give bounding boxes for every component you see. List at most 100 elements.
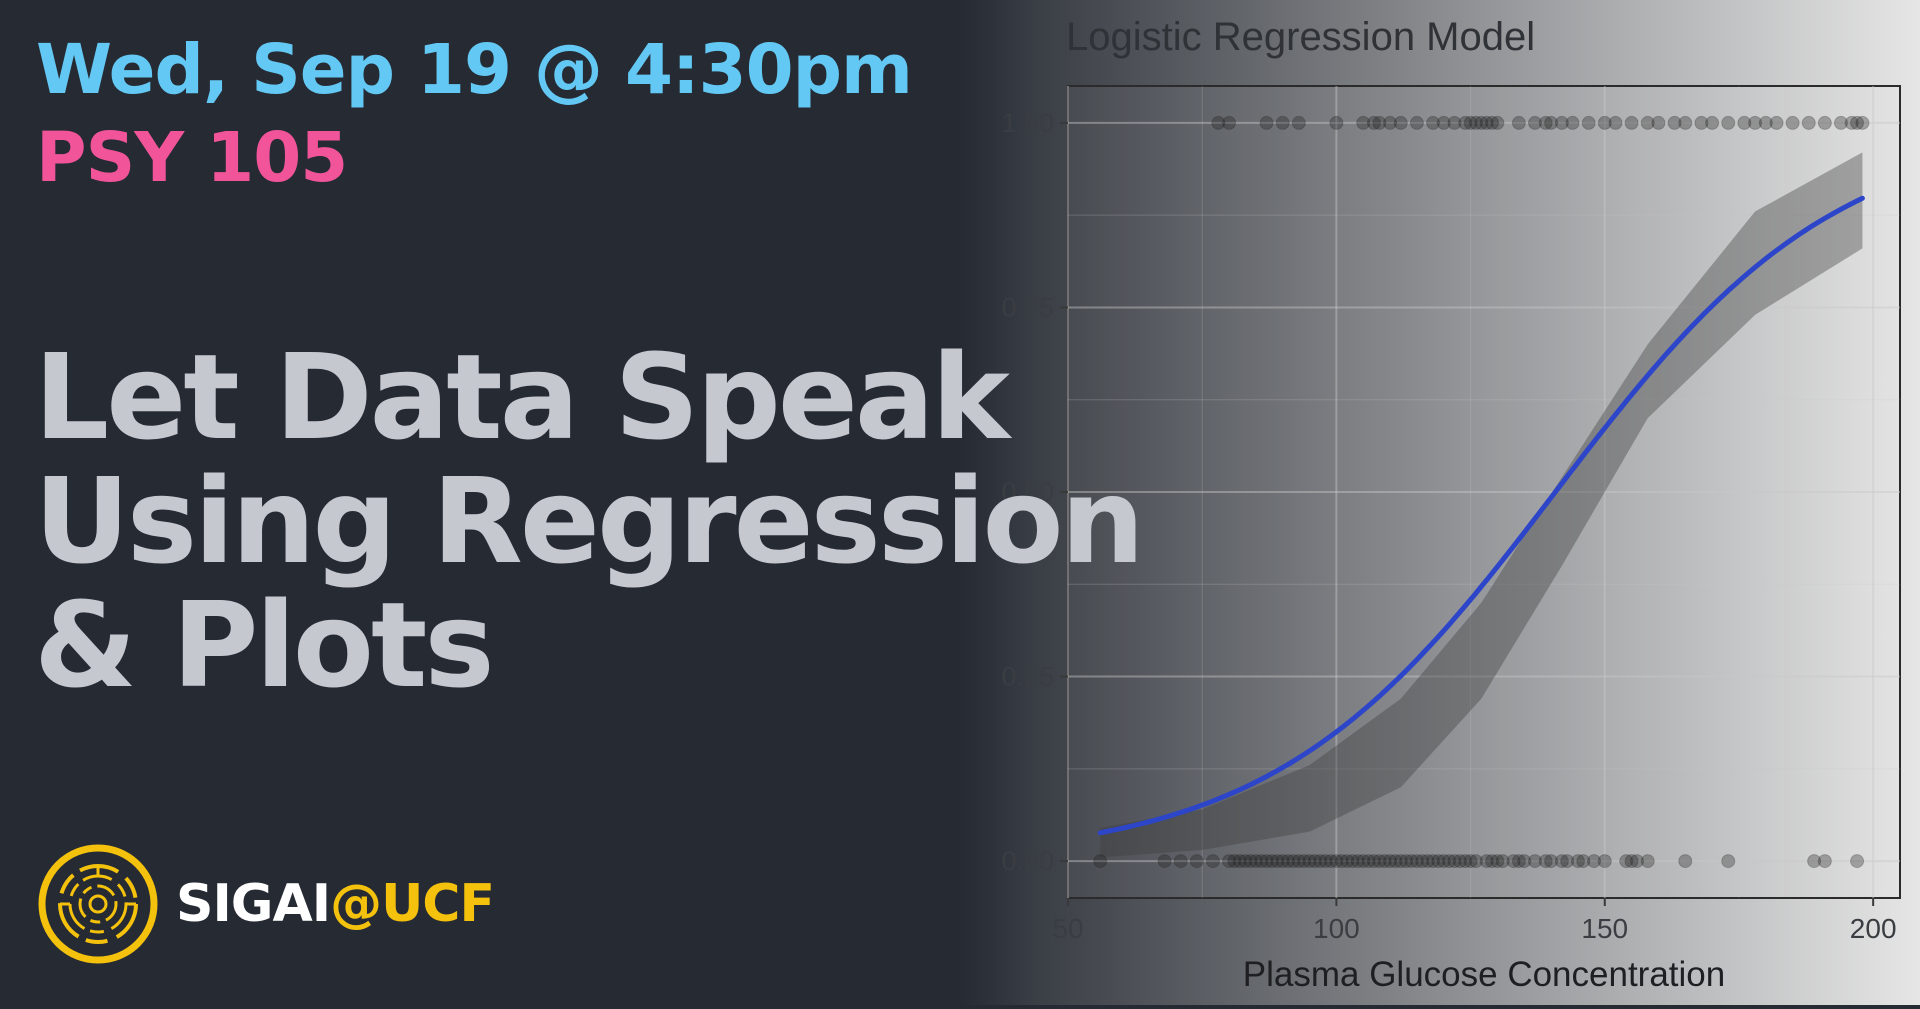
data-point xyxy=(1495,854,1510,869)
data-point xyxy=(1442,854,1457,869)
data-point xyxy=(1366,115,1381,130)
talk-title: Let Data Speak Using Regression & Plots xyxy=(34,335,1145,707)
x-tick-label: 100 xyxy=(1313,913,1360,944)
data-point xyxy=(1485,115,1500,130)
data-point xyxy=(1302,854,1317,869)
data-point xyxy=(1640,854,1655,869)
data-point xyxy=(1329,115,1344,130)
event-date: Wed, Sep 19 @ 4:30pm xyxy=(36,30,913,110)
data-point xyxy=(1286,854,1301,869)
x-tick-label: 200 xyxy=(1850,913,1897,944)
data-point xyxy=(1463,854,1478,869)
data-point xyxy=(1173,854,1188,869)
organization-brand: SIGAI@UCF xyxy=(36,842,495,966)
data-point xyxy=(1544,115,1559,130)
data-point xyxy=(1409,115,1424,130)
data-point xyxy=(1581,115,1596,130)
data-point xyxy=(1366,854,1381,869)
chart-title: Logistic Regression Model xyxy=(1066,15,1535,59)
data-point xyxy=(1511,115,1526,130)
data-point xyxy=(1538,115,1553,130)
data-point xyxy=(1651,115,1666,130)
data-point xyxy=(1544,854,1559,869)
y-tick-label: 0.50 xyxy=(1001,477,1054,507)
data-point xyxy=(1850,854,1865,869)
data-point xyxy=(1259,854,1274,869)
data-point xyxy=(1189,854,1204,869)
data-point xyxy=(1517,854,1532,869)
data-point xyxy=(1222,115,1237,130)
data-point xyxy=(1447,115,1462,130)
data-point xyxy=(1372,115,1387,130)
data-point xyxy=(1232,854,1247,869)
data-point xyxy=(1721,854,1736,869)
data-point xyxy=(1383,115,1398,130)
data-point xyxy=(1345,854,1360,869)
y-tick-label: 0.75 xyxy=(1001,292,1054,322)
data-point xyxy=(1748,115,1763,130)
data-point xyxy=(1737,115,1752,130)
x-tick-label: 150 xyxy=(1581,913,1628,944)
data-point xyxy=(1817,854,1832,869)
data-point xyxy=(1452,854,1467,869)
data-point xyxy=(1807,854,1822,869)
data-point xyxy=(1629,854,1644,869)
data-point xyxy=(1554,854,1569,869)
data-point xyxy=(1833,115,1848,130)
data-point xyxy=(1383,854,1398,869)
data-point xyxy=(1597,115,1612,130)
data-point xyxy=(1393,115,1408,130)
x-axis-label: Plasma Glucose Concentration xyxy=(1243,955,1725,994)
data-point xyxy=(1334,854,1349,869)
brand-prefix: SIGAI xyxy=(176,874,331,934)
data-point xyxy=(1426,115,1441,130)
data-point xyxy=(1479,854,1494,869)
y-tick-label: 0.25 xyxy=(1001,662,1054,692)
data-point xyxy=(1093,854,1108,869)
data-point xyxy=(1468,854,1483,869)
data-point xyxy=(1270,854,1285,869)
data-point xyxy=(1667,115,1682,130)
data-point xyxy=(1281,854,1296,869)
data-point xyxy=(1678,854,1693,869)
data-point xyxy=(1388,854,1403,869)
data-point xyxy=(1640,115,1655,130)
data-point xyxy=(1318,854,1333,869)
data-point xyxy=(1248,854,1263,869)
data-point xyxy=(1458,115,1473,130)
plot-area xyxy=(1067,85,1901,899)
data-point xyxy=(1275,854,1290,869)
data-point xyxy=(1458,854,1473,869)
data-point xyxy=(1527,854,1542,869)
confidence-ribbon xyxy=(1100,152,1863,858)
data-point xyxy=(1329,854,1344,869)
data-point xyxy=(1350,854,1365,869)
data-point xyxy=(1211,115,1226,130)
data-point xyxy=(1511,854,1526,869)
data-point xyxy=(1463,115,1478,130)
data-point xyxy=(1297,854,1312,869)
data-point xyxy=(1678,115,1693,130)
data-point xyxy=(1291,115,1306,130)
data-point xyxy=(1506,854,1521,869)
data-point xyxy=(1490,854,1505,869)
talk-title-line-2: Using Regression xyxy=(34,452,1145,590)
data-point xyxy=(1222,854,1237,869)
data-point xyxy=(1409,854,1424,869)
logistic-fit-line xyxy=(1097,195,1865,836)
data-point xyxy=(1758,115,1773,130)
data-point xyxy=(1570,854,1585,869)
data-point xyxy=(1721,115,1736,130)
data-point xyxy=(1855,115,1870,130)
data-point xyxy=(1844,115,1859,130)
data-point xyxy=(1565,115,1580,130)
x-tick-label: 50 xyxy=(1052,913,1083,944)
data-point xyxy=(1372,854,1387,869)
data-point xyxy=(1340,854,1355,869)
brand-name: SIGAI@UCF xyxy=(176,874,495,934)
data-point xyxy=(1426,854,1441,869)
data-point xyxy=(1785,115,1800,130)
data-point xyxy=(1431,854,1446,869)
data-point xyxy=(1587,854,1602,869)
